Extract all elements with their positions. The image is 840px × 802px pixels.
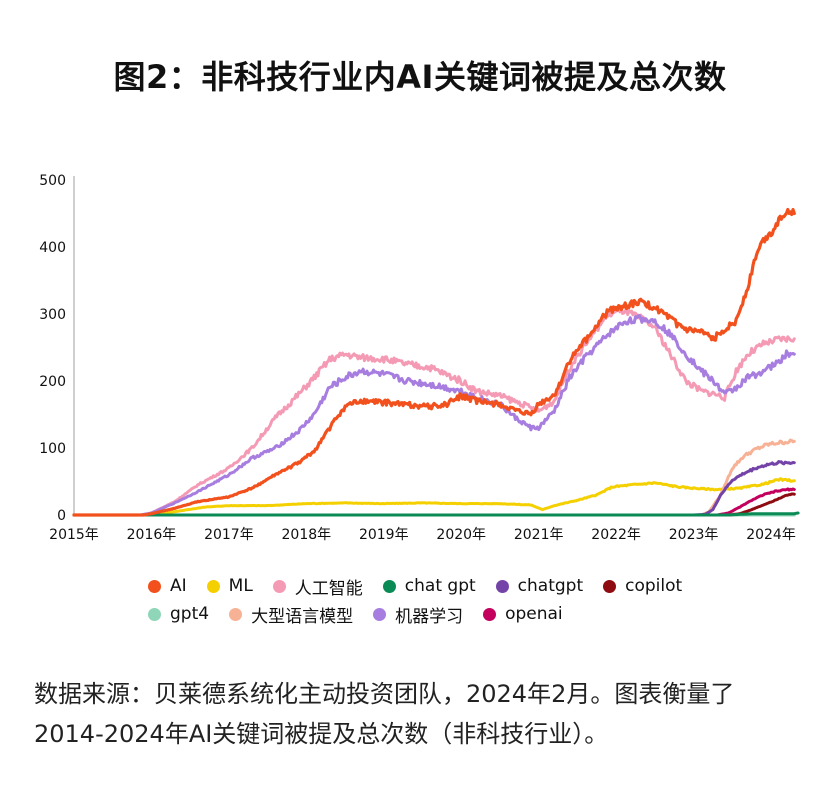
x-tick-label: 2016年 bbox=[127, 527, 177, 543]
legend-label: copilot bbox=[625, 576, 683, 596]
caption-line-2: 2014-2024年AI关键词被提及总次数（非科技行业）。 bbox=[34, 720, 609, 748]
legend-item: 人工智能 bbox=[272, 574, 363, 599]
legend-swatch bbox=[272, 579, 286, 593]
legend-swatch bbox=[483, 607, 497, 621]
source-caption: 数据来源：贝莱德系统化主动投资团队，2024年2月。图表衡量了 2014-202… bbox=[34, 674, 824, 754]
legend-item: gpt4 bbox=[148, 604, 209, 624]
x-tick-label: 2024年 bbox=[746, 527, 796, 543]
series-line-chat-gpt bbox=[72, 511, 800, 517]
x-tick-label: 2015年 bbox=[49, 527, 99, 543]
y-tick-label: 400 bbox=[39, 240, 66, 256]
chart-title: 图2：非科技行业内AI关键词被提及总次数 bbox=[113, 58, 727, 96]
legend-item: 大型语言模型 bbox=[229, 602, 353, 627]
legend-label: gpt4 bbox=[170, 604, 210, 624]
legend-item: chatgpt bbox=[495, 576, 584, 596]
chart-legend: AI ML 人工智能 chat gpt chatgpt copilot gpt4 大型语言模… bbox=[148, 572, 828, 628]
legend-label: openai bbox=[505, 604, 563, 624]
legend-label: 大型语言模型 bbox=[251, 606, 354, 627]
chart-axes: 0 100 200 300 400 500 2015年 2016年 2017年 2018年 2019… bbox=[39, 173, 796, 543]
legend-label: chatgpt bbox=[517, 576, 584, 596]
legend-swatch bbox=[603, 579, 617, 593]
legend-swatch bbox=[206, 579, 220, 593]
legend-item: copilot bbox=[603, 576, 682, 596]
x-tick-label: 2023年 bbox=[669, 527, 719, 543]
x-tick-label: 2019年 bbox=[359, 527, 409, 543]
legend-swatch bbox=[229, 607, 243, 621]
x-tick-label: 2022年 bbox=[591, 527, 641, 543]
legend-label: 机器学习 bbox=[395, 606, 464, 627]
series-line-ML bbox=[72, 477, 796, 517]
x-tick-label: 2021年 bbox=[514, 527, 564, 543]
legend-label: AI bbox=[170, 576, 187, 596]
legend-row: gpt4 大型语言模型 机器学习 openai bbox=[148, 600, 828, 628]
series-line-AI bbox=[72, 207, 796, 517]
x-tick-label: 2018年 bbox=[282, 527, 332, 543]
line-chart: 0 100 200 300 400 500 2015年 2016年 2017年 2018年 2019… bbox=[39, 173, 800, 543]
legend-swatch bbox=[148, 607, 161, 621]
legend-swatch bbox=[148, 579, 161, 593]
legend-label: chat gpt bbox=[404, 576, 476, 596]
legend-item: chat gpt bbox=[382, 576, 476, 596]
chart-series bbox=[72, 207, 800, 517]
legend-swatch bbox=[373, 607, 387, 621]
legend-item: openai bbox=[483, 604, 563, 624]
caption-line-1: 数据来源：贝莱德系统化主动投资团队，2024年2月。图表衡量了 bbox=[34, 680, 735, 708]
series-line-人工智能 bbox=[72, 306, 796, 517]
legend-item: ML bbox=[206, 576, 253, 596]
legend-row: AI ML 人工智能 chat gpt chatgpt copilot bbox=[148, 572, 828, 600]
x-tick-label: 2017年 bbox=[204, 527, 254, 543]
y-tick-label: 500 bbox=[39, 173, 66, 189]
legend-item: AI bbox=[148, 576, 187, 596]
series-line-机器学习 bbox=[72, 314, 796, 517]
legend-label: 人工智能 bbox=[294, 578, 363, 599]
x-tick-label: 2020年 bbox=[436, 527, 486, 543]
y-tick-label: 300 bbox=[39, 307, 66, 323]
legend-item: 机器学习 bbox=[373, 602, 463, 627]
y-tick-label: 200 bbox=[39, 374, 66, 390]
legend-swatch bbox=[382, 579, 396, 593]
y-tick-label: 100 bbox=[39, 441, 66, 457]
legend-swatch bbox=[495, 579, 509, 593]
legend-label: ML bbox=[228, 576, 253, 596]
y-tick-label: 0 bbox=[57, 508, 66, 524]
